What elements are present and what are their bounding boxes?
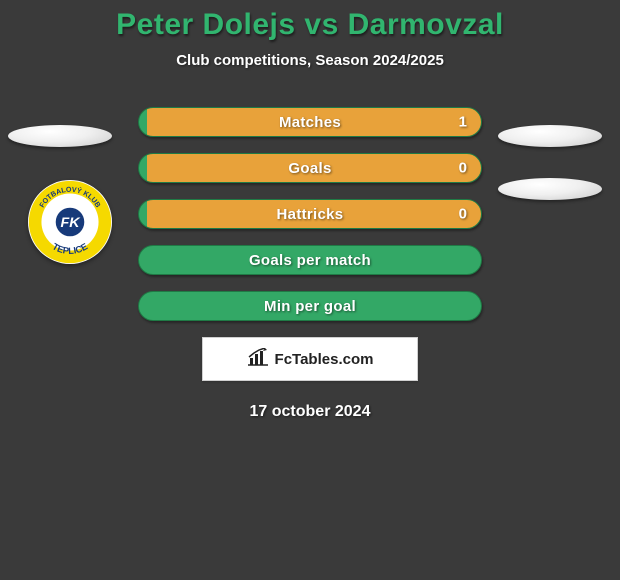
badge-fk-text: FK <box>60 215 81 231</box>
stat-bar-min-per-goal: Min per goal <box>138 291 482 321</box>
fctables-label: FcTables.com <box>275 351 374 368</box>
chart-icon <box>247 348 269 371</box>
fctables-attribution: FcTables.com <box>202 337 418 381</box>
stat-bar-goals: Goals 0 <box>138 153 482 183</box>
right-player-placeholder-0 <box>498 125 602 147</box>
stat-label: Goals <box>288 160 331 177</box>
stat-bar-goals-per-match: Goals per match <box>138 245 482 275</box>
title-text: Peter Dolejs vs Darmovzal <box>116 8 504 41</box>
stat-label: Goals per match <box>249 252 371 269</box>
stat-value-right: 0 <box>459 206 467 223</box>
stat-value-right: 0 <box>459 160 467 177</box>
stat-bar-hattricks: Hattricks 0 <box>138 199 482 229</box>
right-player-placeholder-1 <box>498 178 602 200</box>
stat-label: Matches <box>279 114 341 131</box>
stat-bar-matches: Matches 1 <box>138 107 482 137</box>
page-title: Peter Dolejs vs Darmovzal <box>0 0 620 42</box>
comparison-area: FOTBALOVÝ KLUB TEPLICE FK Matches 1 Goals 0… <box>0 107 620 321</box>
left-player-placeholder-0 <box>8 125 112 147</box>
subtitle: Club competitions, Season 2024/2025 <box>0 52 620 69</box>
stat-label: Hattricks <box>277 206 344 223</box>
stat-value-right: 1 <box>459 114 467 131</box>
club-badge-teplice: FOTBALOVÝ KLUB TEPLICE FK <box>28 180 112 264</box>
date-text: 17 october 2024 <box>0 403 620 421</box>
stat-label: Min per goal <box>264 298 356 315</box>
